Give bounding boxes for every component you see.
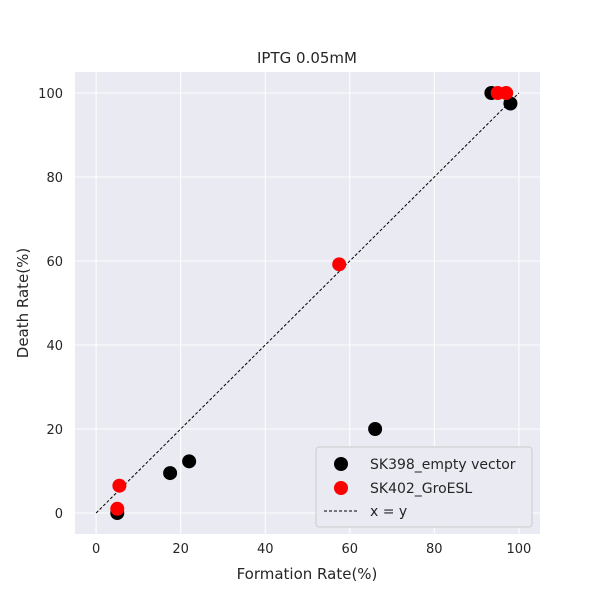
data-point-series-2 bbox=[110, 501, 125, 516]
x-tick-label: 0 bbox=[92, 542, 100, 557]
y-tick-label: 0 bbox=[55, 507, 63, 522]
y-tick-label: 60 bbox=[46, 255, 63, 270]
data-point-series-1 bbox=[368, 422, 383, 436]
data-points bbox=[110, 86, 518, 520]
legend-label-reference: x = y bbox=[370, 504, 407, 520]
legend-box bbox=[315, 446, 533, 528]
x-tick-label: 40 bbox=[257, 542, 274, 557]
x-tick-label: 80 bbox=[426, 542, 443, 557]
legend-label-sk398: SK398_empty vector bbox=[370, 457, 516, 473]
data-point-series-2 bbox=[499, 86, 514, 100]
legend-marker-sk402 bbox=[334, 481, 348, 495]
data-point-series-1 bbox=[503, 96, 518, 111]
grid-lines bbox=[75, 72, 540, 534]
legend-marker-sk398 bbox=[334, 457, 348, 471]
data-point-series-2 bbox=[112, 478, 127, 493]
legend-label-sk402: SK402_GroESL bbox=[370, 481, 472, 497]
tick-labels: 0 20 40 60 80 100 0 20 40 60 80 100 bbox=[38, 87, 531, 557]
data-point-series-2 bbox=[332, 257, 347, 272]
y-tick-label: 100 bbox=[38, 87, 63, 102]
y-tick-label: 20 bbox=[46, 423, 63, 438]
x-tick-label: 60 bbox=[341, 542, 358, 557]
x-tick-label: 100 bbox=[506, 542, 531, 557]
x-tick-label: 20 bbox=[172, 542, 189, 557]
data-point-series-1 bbox=[182, 454, 197, 469]
y-tick-label: 40 bbox=[46, 339, 63, 354]
legend: SK398_empty vector SK402_GroESL x = y bbox=[315, 446, 533, 528]
y-axis-label: Death Rate(%) bbox=[14, 248, 32, 358]
data-point-series-1 bbox=[163, 466, 178, 481]
x-axis-label: Formation Rate(%) bbox=[237, 565, 378, 583]
reference-line bbox=[95, 92, 520, 514]
chart-title: IPTG 0.05mM bbox=[257, 49, 357, 67]
reference-line-layer bbox=[95, 92, 520, 514]
y-tick-label: 80 bbox=[46, 171, 63, 186]
